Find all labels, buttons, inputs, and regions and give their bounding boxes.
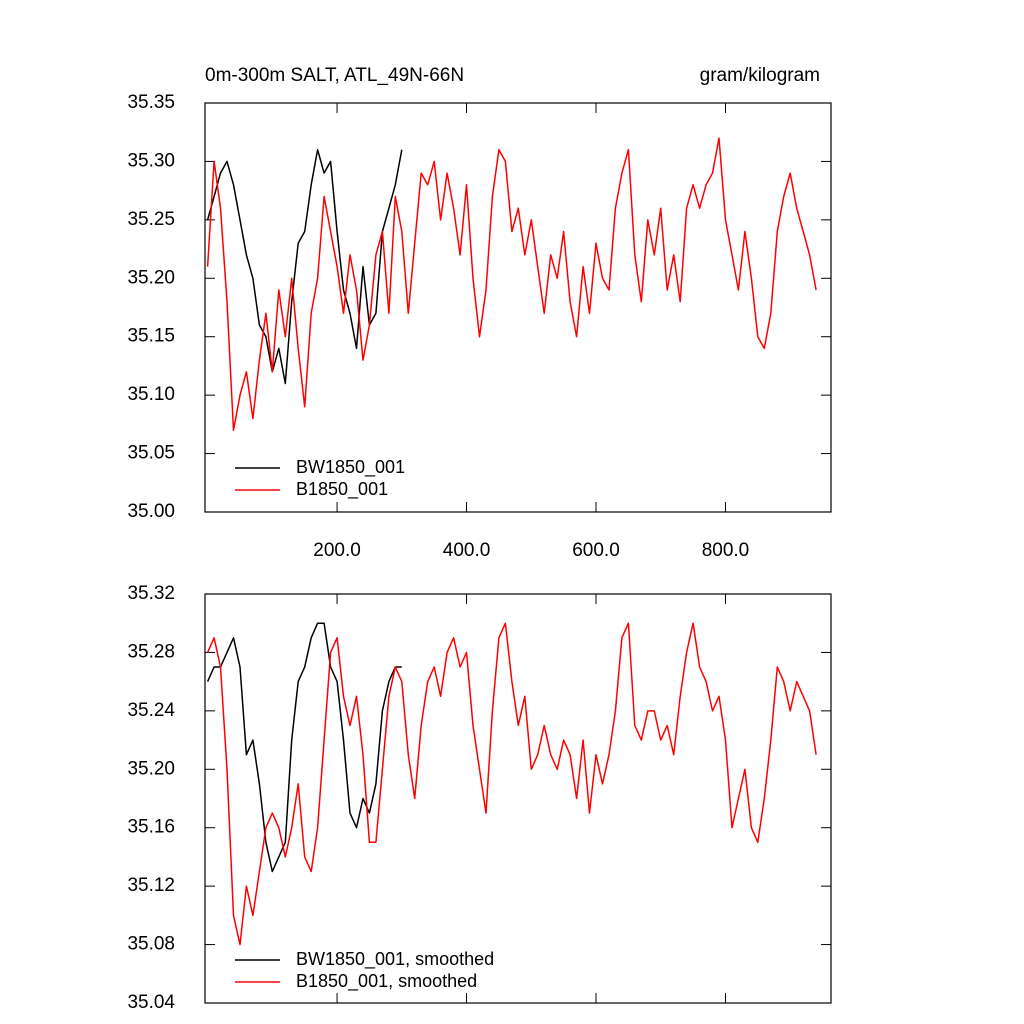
y-tick-label: 35.32 [127, 583, 175, 604]
series-line [206, 137, 817, 431]
y-tick-label: 35.28 [127, 641, 175, 662]
plot-frame [204, 102, 832, 513]
legend-label: BW1850_001 [296, 457, 405, 478]
y-tick-label: 35.08 [127, 934, 175, 955]
plot-frame [204, 593, 832, 1004]
x-tick-label: 400.0 [443, 540, 491, 561]
y-tick-label: 35.04 [127, 992, 175, 1013]
x-tick-label: 800.0 [702, 540, 750, 561]
chart-title: 0m-300m SALT, ATL_49N-66N [205, 65, 464, 86]
y-tick-label: 35.25 [127, 209, 175, 230]
y-tick-label: 35.00 [127, 501, 175, 522]
x-tick-label: 200.0 [313, 540, 361, 561]
x-tick-label: 600.0 [572, 540, 620, 561]
y-tick-label: 35.20 [127, 267, 175, 288]
legend-label: B1850_001, smoothed [296, 971, 477, 992]
legend-label: B1850_001 [296, 479, 388, 500]
y-tick-label: 35.15 [127, 326, 175, 347]
y-tick-label: 35.20 [127, 758, 175, 779]
series-line [206, 148, 403, 385]
y-tick-label: 35.30 [127, 150, 175, 171]
y-tick-label: 35.16 [127, 817, 175, 838]
legend-label: BW1850_001, smoothed [296, 949, 494, 970]
series-line [206, 622, 817, 946]
y-tick-label: 35.10 [127, 384, 175, 405]
y-tick-label: 35.24 [127, 700, 175, 721]
series-line [206, 622, 402, 873]
y-tick-label: 35.05 [127, 443, 175, 464]
y-tick-label: 35.12 [127, 875, 175, 896]
units-label: gram/kilogram [700, 65, 820, 86]
y-tick-label: 35.35 [127, 92, 175, 113]
